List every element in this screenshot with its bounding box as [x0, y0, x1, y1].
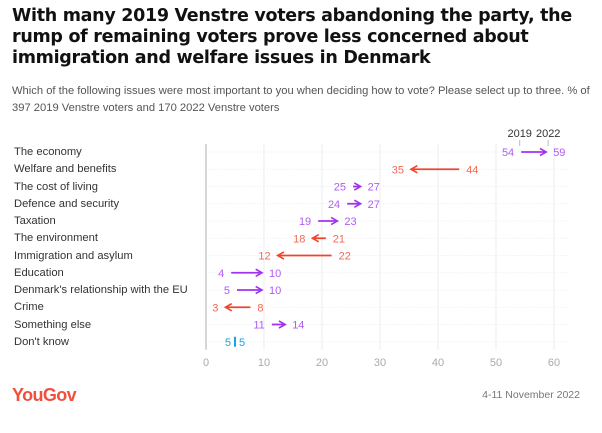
- category-label: The cost of living: [14, 180, 98, 193]
- value-2019-label: 19: [299, 216, 311, 228]
- value-2019-label: 44: [466, 164, 478, 176]
- chart-subtitle: Which of the following issues were most …: [12, 85, 590, 114]
- category-label: Taxation: [14, 215, 56, 227]
- x-tick-label: 20: [316, 357, 328, 369]
- category-label: The economy: [14, 146, 82, 158]
- category-label: Immigration and asylum: [14, 249, 133, 262]
- value-2019-label: 22: [339, 251, 351, 263]
- value-2019-label: 4: [218, 268, 224, 280]
- category-label: Crime: [14, 301, 44, 314]
- value-2022-label: 10: [269, 285, 281, 297]
- category-label: Something else: [14, 318, 92, 331]
- yougov-logo: YouGov: [12, 385, 77, 405]
- x-tick-label: 0: [203, 357, 209, 369]
- value-2019-label: 54: [502, 147, 514, 159]
- category-label: The environment: [14, 232, 98, 245]
- value-2022-label: 14: [292, 320, 304, 332]
- survey-date: 4-11 November 2022: [482, 389, 580, 401]
- value-2022-label: 59: [553, 147, 565, 159]
- value-2022-label: 27: [368, 182, 380, 194]
- chart-title: With many 2019 Venstre voters abandoning…: [12, 6, 572, 68]
- legend-label: 2022: [536, 128, 560, 140]
- x-tick-label: 40: [432, 357, 444, 369]
- x-tick-label: 30: [374, 357, 386, 369]
- x-tick-label: 10: [258, 357, 270, 369]
- category-label: Education: [14, 266, 64, 279]
- category-label: Don't know: [14, 335, 69, 348]
- value-2022-label: 23: [344, 216, 356, 228]
- value-2022-label: 18: [293, 233, 305, 245]
- value-2019-label: 25: [334, 182, 346, 194]
- value-2019-label: 24: [328, 199, 340, 211]
- category-label: Defence and security: [14, 197, 120, 210]
- value-2022-label: 3: [212, 302, 218, 314]
- value-2019-label: 5: [225, 337, 231, 349]
- value-2022-label: 27: [368, 199, 380, 211]
- value-2022-label: 10: [269, 268, 281, 280]
- x-tick-label: 60: [548, 357, 560, 369]
- value-2022-label: 12: [258, 251, 270, 263]
- category-label: Denmark's relationship with the EU: [14, 284, 188, 296]
- value-2019-label: 5: [224, 285, 230, 297]
- value-2022-label: 35: [392, 164, 404, 176]
- value-2022-label: 5: [239, 337, 245, 349]
- value-2019-label: 8: [257, 302, 263, 314]
- category-label: Welfare and benefits: [14, 163, 117, 176]
- legend-label: 2019: [507, 128, 531, 140]
- x-tick-label: 50: [490, 357, 502, 369]
- value-2019-label: 21: [333, 233, 345, 245]
- value-2019-label: 11: [253, 320, 264, 332]
